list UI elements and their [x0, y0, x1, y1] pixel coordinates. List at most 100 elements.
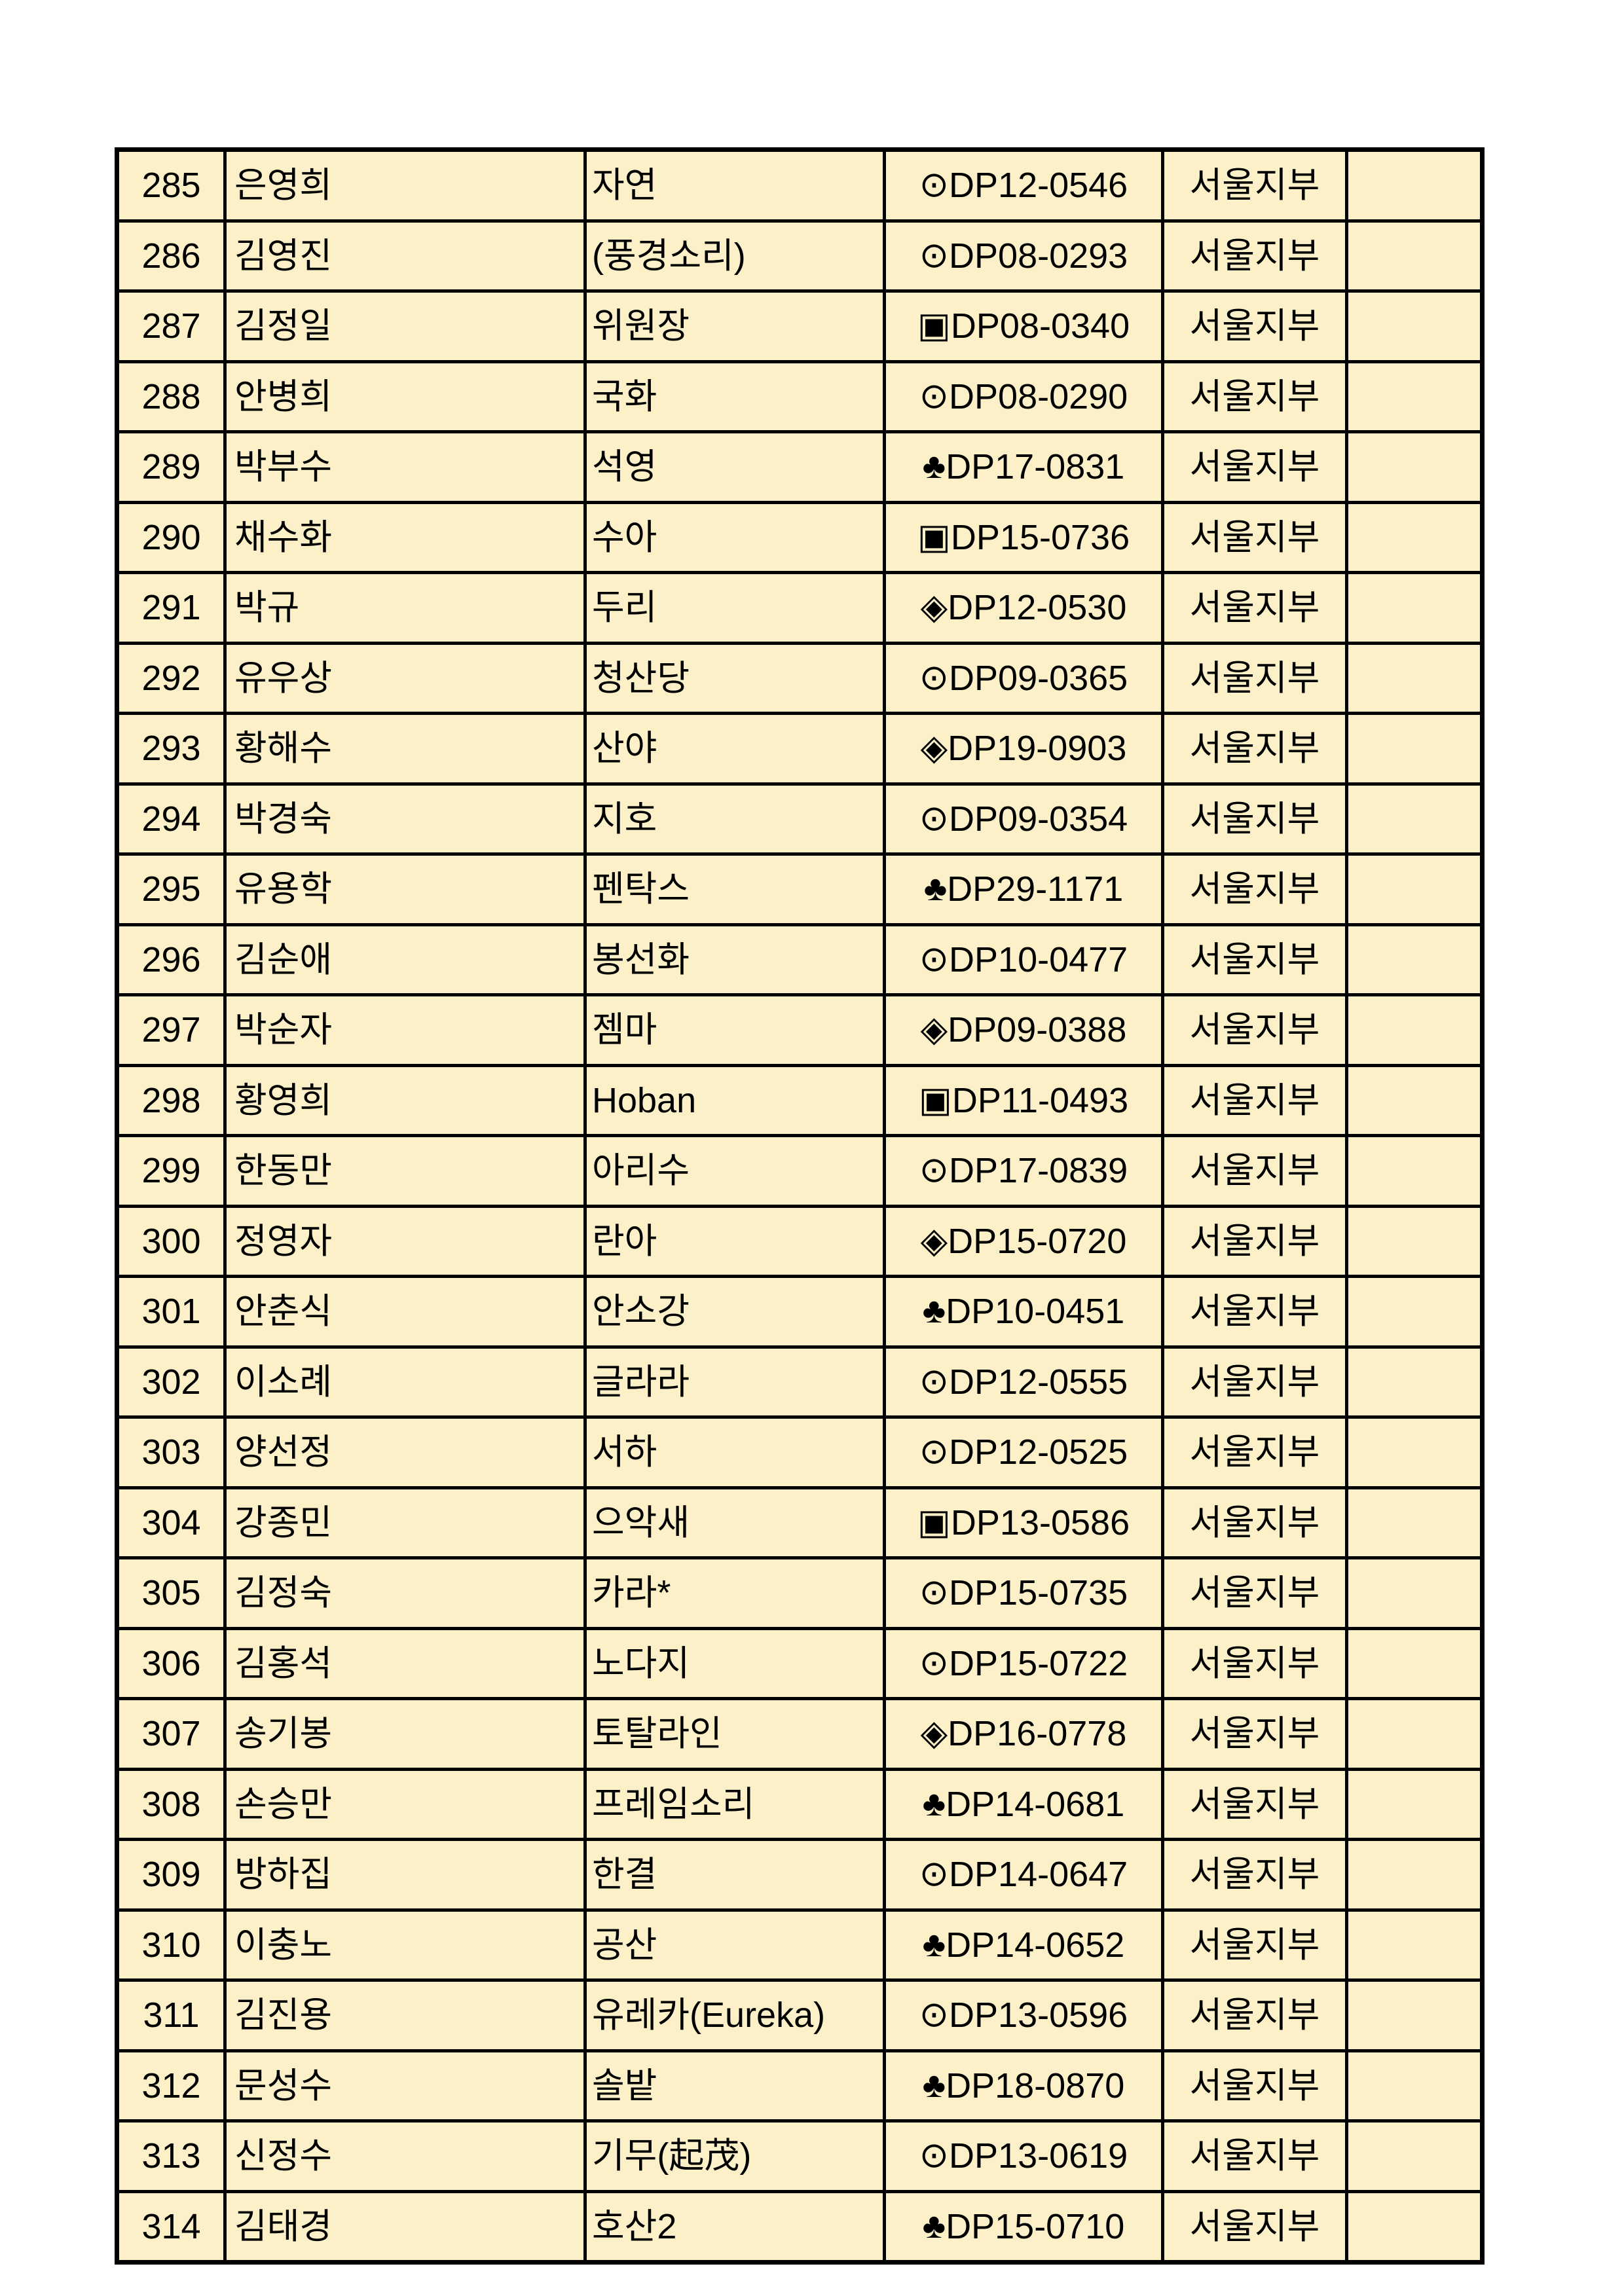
empty-cell	[1345, 993, 1484, 1067]
member-code-text: DP08-0293	[949, 236, 1128, 276]
empty-cell	[1345, 1345, 1484, 1419]
member-nickname: Hoban	[583, 1063, 886, 1137]
member-code: ♣DP17-0831	[883, 430, 1164, 504]
member-nickname: 석영	[583, 430, 886, 504]
member-name: 문성수	[223, 2049, 587, 2123]
member-number: 288	[115, 359, 227, 433]
member-code: ⊙DP09-0354	[883, 782, 1164, 856]
member-code: ⊙DP12-0546	[883, 148, 1164, 223]
member-nickname: 카라*	[583, 1556, 886, 1630]
member-branch: 서울지부	[1161, 1134, 1348, 1208]
grade-symbol-icon: ◈	[920, 1713, 948, 1753]
member-code: ⊙DP12-0555	[883, 1345, 1164, 1419]
member-code-text: DP13-0586	[950, 1503, 1130, 1542]
member-code-text: DP14-0681	[946, 1784, 1125, 1824]
member-nickname: 기무(起茂)	[583, 2119, 886, 2193]
member-branch: 서울지부	[1161, 1556, 1348, 1630]
member-code-text: DP13-0619	[949, 2136, 1128, 2176]
table-row: 306 김홍석 노다지 ⊙DP15-0722 서울지부	[115, 1626, 1484, 1700]
member-code-text: DP11-0493	[951, 1080, 1129, 1120]
member-code: ◈DP09-0388	[883, 993, 1164, 1067]
member-code-text: DP09-0388	[948, 1010, 1127, 1050]
table-row: 290 채수화 수아 ▣DP15-0736 서울지부	[115, 500, 1484, 574]
member-nickname: 청산당	[583, 641, 886, 715]
member-number: 291	[115, 571, 227, 645]
member-nickname: 두리	[583, 571, 886, 645]
table-row: 314 김태경 호산2 ♣DP15-0710 서울지부	[115, 2189, 1484, 2264]
member-code: ⊙DP12-0525	[883, 1415, 1164, 1489]
member-name: 박규	[223, 571, 587, 645]
member-nickname: 솔밭	[583, 2049, 886, 2123]
grade-symbol-icon: ♣	[922, 2065, 946, 2105]
member-code-text: DP29-1171	[947, 869, 1124, 909]
member-number: 314	[115, 2189, 227, 2264]
table-row: 294 박경숙 지호 ⊙DP09-0354 서울지부	[115, 782, 1484, 856]
table-row: 291 박규 두리 ◈DP12-0530 서울지부	[115, 571, 1484, 645]
member-branch: 서울지부	[1161, 922, 1348, 996]
member-code: ⊙DP17-0839	[883, 1134, 1164, 1208]
member-number: 295	[115, 852, 227, 926]
member-number: 312	[115, 2049, 227, 2123]
member-name: 황해수	[223, 712, 587, 786]
member-table: 285 은영희 자연 ⊙DP12-0546 서울지부 286 김영진 (풍경소리…	[115, 147, 1485, 2265]
table-row: 312 문성수 솔밭 ♣DP18-0870 서울지부	[115, 2049, 1484, 2123]
member-code-text: DP18-0870	[946, 2066, 1125, 2105]
empty-cell	[1345, 1415, 1484, 1489]
member-code-text: DP19-0903	[948, 729, 1127, 769]
member-nickname: 유레카(Eureka)	[583, 1978, 886, 2052]
member-branch: 서울지부	[1161, 2189, 1348, 2264]
member-branch: 서울지부	[1161, 2119, 1348, 2193]
member-name: 김정숙	[223, 1556, 587, 1630]
member-code: ♣DP29-1171	[883, 852, 1164, 926]
member-code: ♣DP18-0870	[883, 2049, 1164, 2123]
member-number: 308	[115, 1767, 227, 1841]
member-name: 은영희	[223, 148, 587, 223]
member-name: 박부수	[223, 430, 587, 504]
member-name: 방하집	[223, 1838, 587, 1912]
member-branch: 서울지부	[1161, 2049, 1348, 2123]
member-code: ⊙DP08-0293	[883, 219, 1164, 293]
member-number: 310	[115, 1908, 227, 1982]
member-branch: 서울지부	[1161, 359, 1348, 433]
member-code-text: DP17-0831	[946, 447, 1125, 487]
table-row: 288 안병희 국화 ⊙DP08-0290 서울지부	[115, 359, 1484, 433]
grade-symbol-icon: ⊙	[919, 165, 950, 205]
grade-symbol-icon: ◈	[920, 587, 948, 627]
member-name: 유우상	[223, 641, 587, 715]
member-number: 303	[115, 1415, 227, 1489]
member-code-text: DP10-0477	[949, 939, 1128, 979]
member-nickname: 호산2	[583, 2189, 886, 2264]
member-code-text: DP08-0340	[950, 306, 1130, 346]
member-name: 안병희	[223, 359, 587, 433]
member-code-text: DP15-0722	[949, 1643, 1128, 1683]
member-number: 302	[115, 1345, 227, 1419]
member-code: ◈DP16-0778	[883, 1697, 1164, 1771]
grade-symbol-icon: ◈	[920, 1010, 948, 1049]
member-code-text: DP12-0530	[948, 588, 1127, 628]
grade-symbol-icon: ⊙	[919, 1361, 950, 1401]
empty-cell	[1345, 1485, 1484, 1559]
member-code: ▣DP15-0736	[883, 500, 1164, 574]
member-nickname: 글라라	[583, 1345, 886, 1419]
member-branch: 서울지부	[1161, 1767, 1348, 1841]
table-row: 295 유용학 펜탁스 ♣DP29-1171 서울지부	[115, 852, 1484, 926]
grade-symbol-icon: ⊙	[919, 1643, 950, 1683]
member-code-text: DP16-0778	[948, 1714, 1127, 1754]
member-code: ◈DP12-0530	[883, 571, 1164, 645]
member-name: 황영희	[223, 1063, 587, 1137]
member-code-text: DP13-0596	[949, 1995, 1128, 2035]
empty-cell	[1345, 1204, 1484, 1278]
table-row: 293 황해수 산야 ◈DP19-0903 서울지부	[115, 712, 1484, 786]
grade-symbol-icon: ♣	[922, 1924, 946, 1964]
member-name: 김영진	[223, 219, 587, 293]
empty-cell	[1345, 1556, 1484, 1630]
member-code: ⊙DP15-0735	[883, 1556, 1164, 1630]
member-name: 김태경	[223, 2189, 587, 2264]
empty-cell	[1345, 782, 1484, 856]
grade-symbol-icon: ⊙	[919, 376, 950, 416]
member-name: 정영자	[223, 1204, 587, 1278]
member-branch: 서울지부	[1161, 1063, 1348, 1137]
grade-symbol-icon: ♣	[922, 1291, 946, 1331]
table-row: 308 손승만 프레임소리 ♣DP14-0681 서울지부	[115, 1767, 1484, 1841]
member-number: 296	[115, 922, 227, 996]
